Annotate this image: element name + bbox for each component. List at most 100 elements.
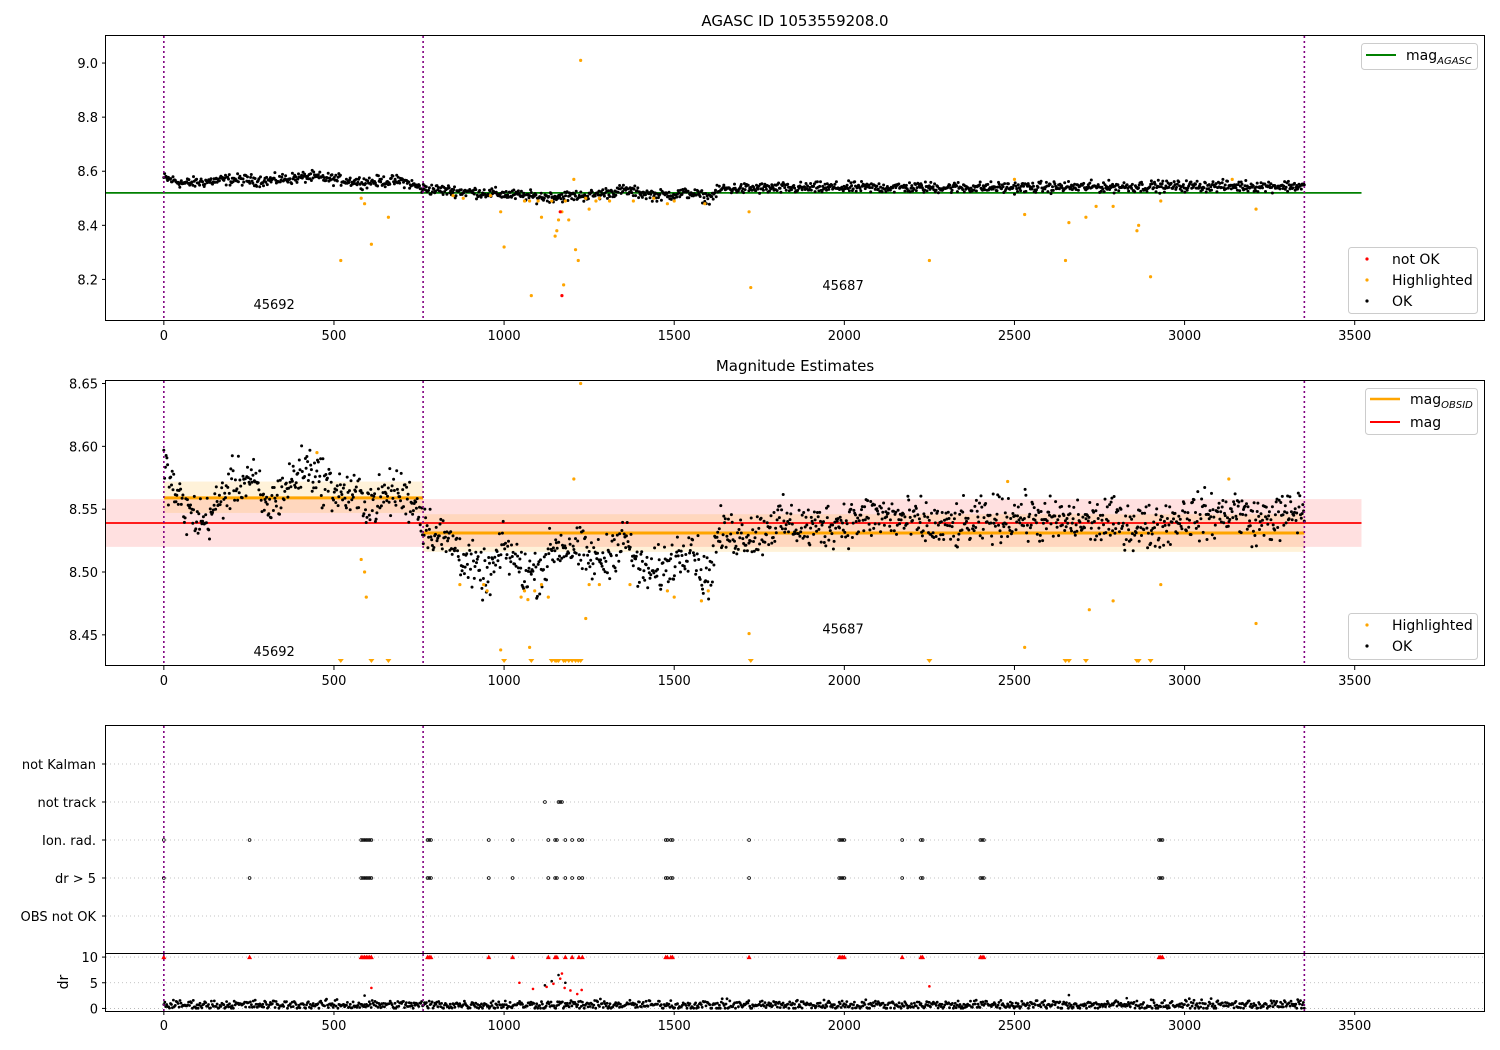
highlighted-point bbox=[1006, 479, 1010, 484]
ok-point bbox=[1299, 187, 1303, 191]
ok-point bbox=[185, 533, 189, 537]
ok-point bbox=[1038, 533, 1042, 537]
ok-point bbox=[385, 499, 389, 503]
ok-point bbox=[782, 519, 786, 523]
dr-ok-point bbox=[1125, 996, 1129, 1000]
obsid-label: 45687 bbox=[822, 279, 863, 294]
ok-point bbox=[536, 562, 540, 566]
ok-point bbox=[246, 476, 250, 480]
clipped-marker bbox=[1065, 659, 1072, 663]
legend-label-not-ok: not OK bbox=[1392, 252, 1440, 268]
ok-point bbox=[1106, 519, 1110, 523]
ok-point bbox=[1167, 185, 1171, 189]
ok-point bbox=[702, 554, 706, 558]
ok-point bbox=[309, 463, 313, 467]
ok-point bbox=[1084, 517, 1088, 521]
clipped-marker bbox=[1147, 659, 1154, 663]
ok-point bbox=[1210, 491, 1213, 495]
dr-ok-point bbox=[1206, 1004, 1210, 1008]
x-tick-label: 1000 bbox=[488, 1019, 521, 1034]
flag-point bbox=[665, 876, 670, 880]
clipped-marker bbox=[555, 659, 562, 663]
ok-point bbox=[701, 192, 705, 196]
ok-point bbox=[649, 192, 653, 196]
ok-point bbox=[868, 186, 872, 190]
dr-ok-point bbox=[788, 1000, 792, 1004]
ok-point bbox=[351, 182, 355, 186]
dr-ok-point bbox=[722, 1004, 726, 1007]
ok-point bbox=[600, 564, 604, 568]
ok-point bbox=[430, 538, 434, 542]
dr-ok-point bbox=[598, 1005, 601, 1008]
ok-point bbox=[499, 553, 503, 557]
ok-point bbox=[1138, 509, 1142, 513]
ok-point bbox=[1143, 511, 1147, 515]
ok-point bbox=[381, 491, 385, 495]
dr-ok-point bbox=[692, 1006, 696, 1010]
ok-point bbox=[797, 508, 801, 512]
ok-point bbox=[1032, 184, 1035, 188]
x-tick-label: 3000 bbox=[1168, 1019, 1201, 1034]
ok-point bbox=[847, 189, 851, 193]
ok-point bbox=[930, 511, 933, 515]
ok-point bbox=[1019, 516, 1023, 520]
ok-point bbox=[701, 591, 705, 595]
ok-point bbox=[1111, 522, 1115, 526]
ok-point bbox=[694, 572, 698, 576]
dr-ok-point bbox=[453, 1005, 457, 1009]
ok-point bbox=[663, 545, 666, 549]
ok-point bbox=[1209, 515, 1213, 519]
ok-point bbox=[604, 187, 608, 190]
flag-point bbox=[364, 876, 369, 880]
ok-point bbox=[535, 202, 539, 206]
ok-point bbox=[254, 471, 258, 475]
ok-point bbox=[201, 180, 205, 184]
ok-point bbox=[424, 528, 428, 532]
ok-point bbox=[1111, 529, 1115, 533]
ok-point bbox=[275, 493, 279, 497]
highlighted-point bbox=[562, 283, 566, 287]
dr-ok-point bbox=[282, 1005, 286, 1008]
dr-ok-point bbox=[222, 1003, 226, 1007]
dr-ok-point bbox=[969, 999, 972, 1003]
ok-point bbox=[896, 508, 900, 512]
ok-point bbox=[383, 185, 387, 189]
dr-ok-point bbox=[1258, 1002, 1261, 1006]
dr-ok-point bbox=[248, 1005, 251, 1009]
ok-point bbox=[923, 180, 927, 184]
dr-limit-marker bbox=[670, 954, 676, 960]
dr-ok-point bbox=[1301, 1003, 1304, 1007]
ok-point bbox=[204, 521, 208, 525]
ok-point bbox=[1278, 539, 1282, 543]
ok-point bbox=[332, 176, 336, 179]
dr-ok-point bbox=[368, 1002, 372, 1006]
dr-ok-point bbox=[750, 1006, 754, 1010]
ok-point bbox=[1233, 492, 1237, 496]
ok-point bbox=[246, 175, 249, 179]
ok-point bbox=[734, 544, 738, 548]
ok-point bbox=[243, 481, 246, 485]
ok-point bbox=[220, 175, 224, 179]
ok-point bbox=[1109, 500, 1113, 504]
ok-point bbox=[974, 498, 978, 502]
ok-point bbox=[307, 473, 311, 477]
ok-point bbox=[332, 490, 336, 494]
dr-ok-point bbox=[614, 1001, 618, 1005]
ok-point bbox=[1049, 192, 1053, 196]
ok-point bbox=[920, 534, 924, 538]
dr-ok-point bbox=[1270, 1001, 1274, 1005]
ok-point bbox=[1054, 500, 1058, 504]
dr-flagged-point bbox=[560, 972, 564, 975]
ok-point bbox=[523, 580, 526, 584]
ok-point bbox=[1057, 187, 1061, 191]
dr-axis-label: dr bbox=[56, 974, 72, 989]
ok-point bbox=[664, 569, 668, 573]
x-tick-label: 1500 bbox=[658, 329, 691, 344]
y-tick-label: 8.2 bbox=[77, 273, 98, 288]
ok-point bbox=[710, 560, 714, 564]
y-tick-label: 5 bbox=[90, 977, 98, 992]
ok-point bbox=[527, 566, 531, 570]
ok-point bbox=[1124, 514, 1128, 518]
ok-point bbox=[471, 538, 475, 542]
